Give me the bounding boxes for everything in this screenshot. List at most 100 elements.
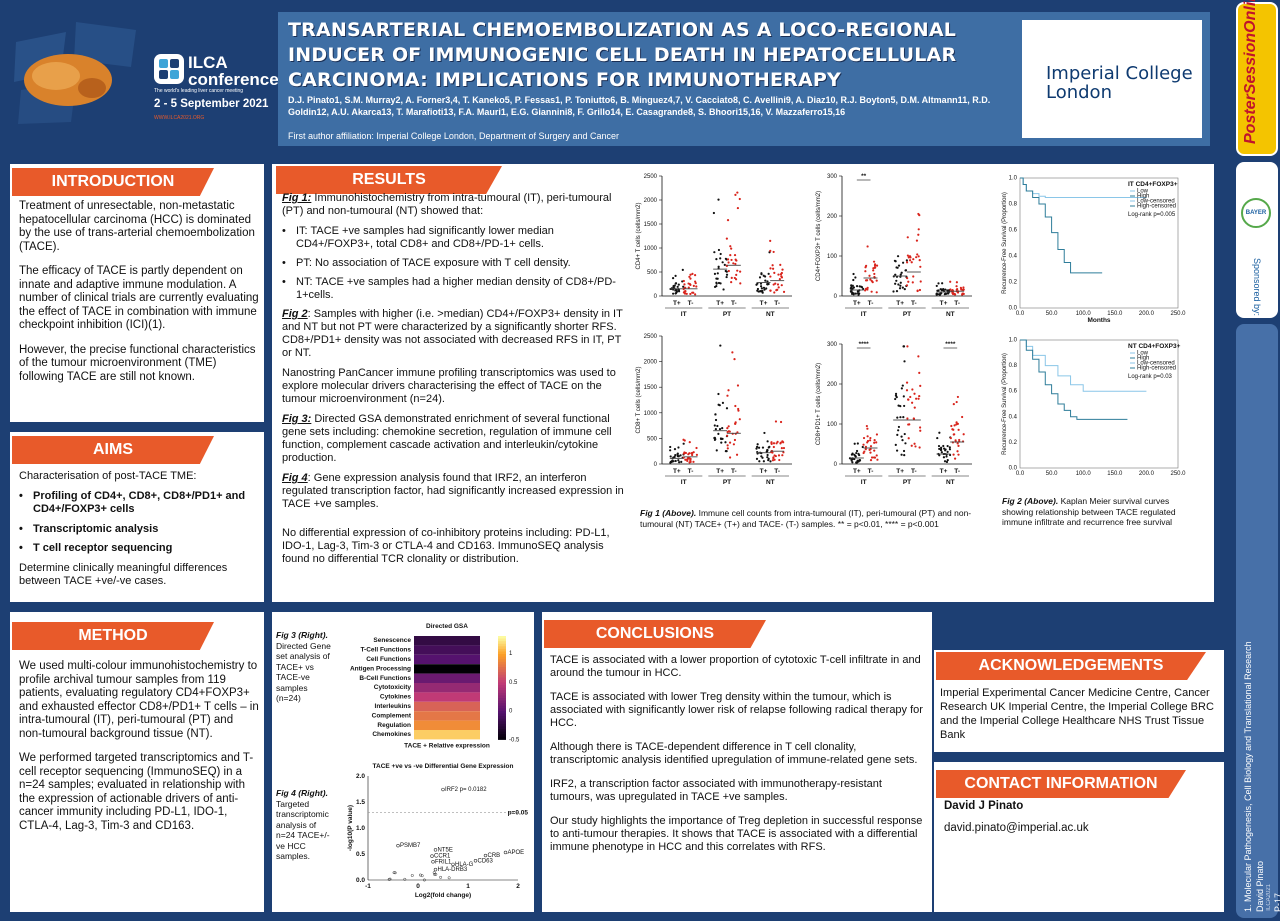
data-point — [682, 442, 685, 445]
y-tick-label: 0.4 — [1009, 254, 1018, 260]
data-point — [671, 277, 675, 280]
data-point — [772, 442, 776, 445]
x-tick-label: 50.0 — [1046, 311, 1058, 317]
data-point — [851, 461, 854, 464]
data-point — [906, 277, 909, 280]
heatmap-cell — [414, 720, 480, 730]
data-point — [714, 428, 717, 431]
data-point — [387, 877, 391, 881]
data-point — [503, 850, 508, 855]
gene-label: CRB — [488, 853, 501, 859]
x-tick-label: 1 — [466, 883, 470, 890]
data-point — [944, 448, 947, 451]
acknowledgements-text: Imperial Experimental Cancer Medicine Ce… — [940, 687, 1214, 741]
data-point — [956, 442, 959, 445]
data-point — [866, 427, 869, 430]
y-tick-label: 0.5 — [356, 851, 365, 858]
contact-email[interactable]: david.pinato@imperial.ac.uk — [944, 822, 1089, 834]
data-point — [737, 409, 740, 412]
fig1-caption-text: Immune cell counts from intra-tumoural (… — [640, 508, 972, 529]
data-point — [863, 450, 866, 453]
imperial-logo: Imperial College London — [1022, 20, 1202, 138]
data-point — [865, 264, 868, 267]
colorbar-tick: -0.5 — [509, 737, 520, 743]
data-point — [897, 264, 901, 267]
y-tick-label: 1000 — [644, 246, 658, 252]
x-axis-label: Log2(fold change) — [415, 892, 471, 899]
volcano-title: TACE +ve vs -ve Differential Gene Expres… — [373, 763, 514, 770]
y-tick-label: 0 — [834, 294, 838, 300]
x-tick-label: T- — [868, 300, 874, 307]
data-point — [727, 269, 730, 273]
conclusion-1: TACE is associated with a lower proporti… — [550, 654, 921, 679]
data-point — [915, 397, 918, 400]
y-tick-label: 100 — [827, 254, 838, 260]
data-point — [447, 876, 451, 880]
colorbar-segment — [498, 729, 506, 733]
colorbar-segment — [498, 656, 506, 660]
y-tick-label: 0.2 — [1009, 440, 1018, 446]
data-point — [433, 867, 438, 872]
data-point — [418, 873, 422, 877]
data-point — [955, 400, 958, 404]
conclusion-5: Our study highlights the importance of T… — [550, 815, 923, 853]
data-point — [876, 458, 879, 461]
colorbar-segment — [498, 638, 506, 642]
data-point — [873, 449, 876, 452]
data-point — [935, 292, 938, 295]
data-point — [730, 258, 733, 262]
data-point — [869, 436, 872, 440]
data-point — [691, 291, 694, 294]
data-point — [719, 252, 722, 256]
heatmap-title: Directed GSA — [426, 623, 468, 630]
heatmap-cell — [414, 654, 480, 665]
data-point — [669, 449, 672, 452]
result-bullet: IT: TACE +ve samples had significantly l… — [282, 225, 627, 251]
data-point — [766, 440, 769, 443]
data-point — [911, 281, 914, 284]
data-point — [689, 277, 692, 280]
aims-item: Profiling of CD4+, CD8+, CD8+/PD1+ and C… — [19, 490, 259, 517]
data-point — [899, 405, 902, 408]
data-point — [962, 286, 965, 289]
data-point — [955, 423, 958, 426]
y-tick-label: 1.0 — [1009, 338, 1018, 344]
data-point — [674, 274, 677, 277]
data-point — [850, 286, 853, 289]
data-point — [760, 455, 763, 458]
aims-intro: Characterisation of post-TACE TME: — [19, 470, 197, 482]
y-axis-label: Recurrence-Free Survival (Proportion) — [1002, 192, 1008, 294]
legend-label: Low — [1137, 189, 1149, 195]
data-point — [431, 860, 435, 864]
data-point — [905, 259, 908, 262]
colorbar-segment — [498, 669, 506, 673]
postersession-logo[interactable]: PosterSessionOnline — [1236, 0, 1278, 156]
data-point — [716, 424, 719, 428]
data-point — [902, 345, 906, 348]
conclusions-heading: CONCLUSIONS — [544, 620, 766, 648]
sponsor-box: BAYER Sponsored by: — [1236, 162, 1278, 318]
significance-label: ** — [861, 173, 867, 180]
data-point — [851, 284, 854, 287]
data-point — [940, 289, 943, 292]
data-point — [762, 286, 766, 289]
data-point — [781, 268, 784, 271]
data-point — [868, 439, 872, 442]
heatmap-row-label: Cell Functions — [366, 656, 411, 663]
data-point — [949, 288, 952, 291]
data-point — [733, 253, 737, 257]
colorbar-segment — [498, 716, 506, 720]
data-point — [953, 433, 956, 436]
group-label: IT — [861, 479, 867, 486]
colorbar-segment — [498, 677, 506, 681]
fig1-text: Immunohistochemistry from intra-tumoural… — [282, 192, 612, 217]
data-point — [682, 279, 685, 283]
data-point — [714, 418, 718, 422]
heatmap-row-label: Senescence — [373, 637, 411, 644]
colorbar-tick: 0.5 — [509, 680, 518, 686]
data-point — [875, 291, 878, 294]
conference-website[interactable]: WWW.ILCA2021.ORG — [154, 115, 205, 121]
data-point — [756, 445, 759, 449]
data-point — [873, 438, 876, 442]
data-point — [758, 460, 761, 463]
